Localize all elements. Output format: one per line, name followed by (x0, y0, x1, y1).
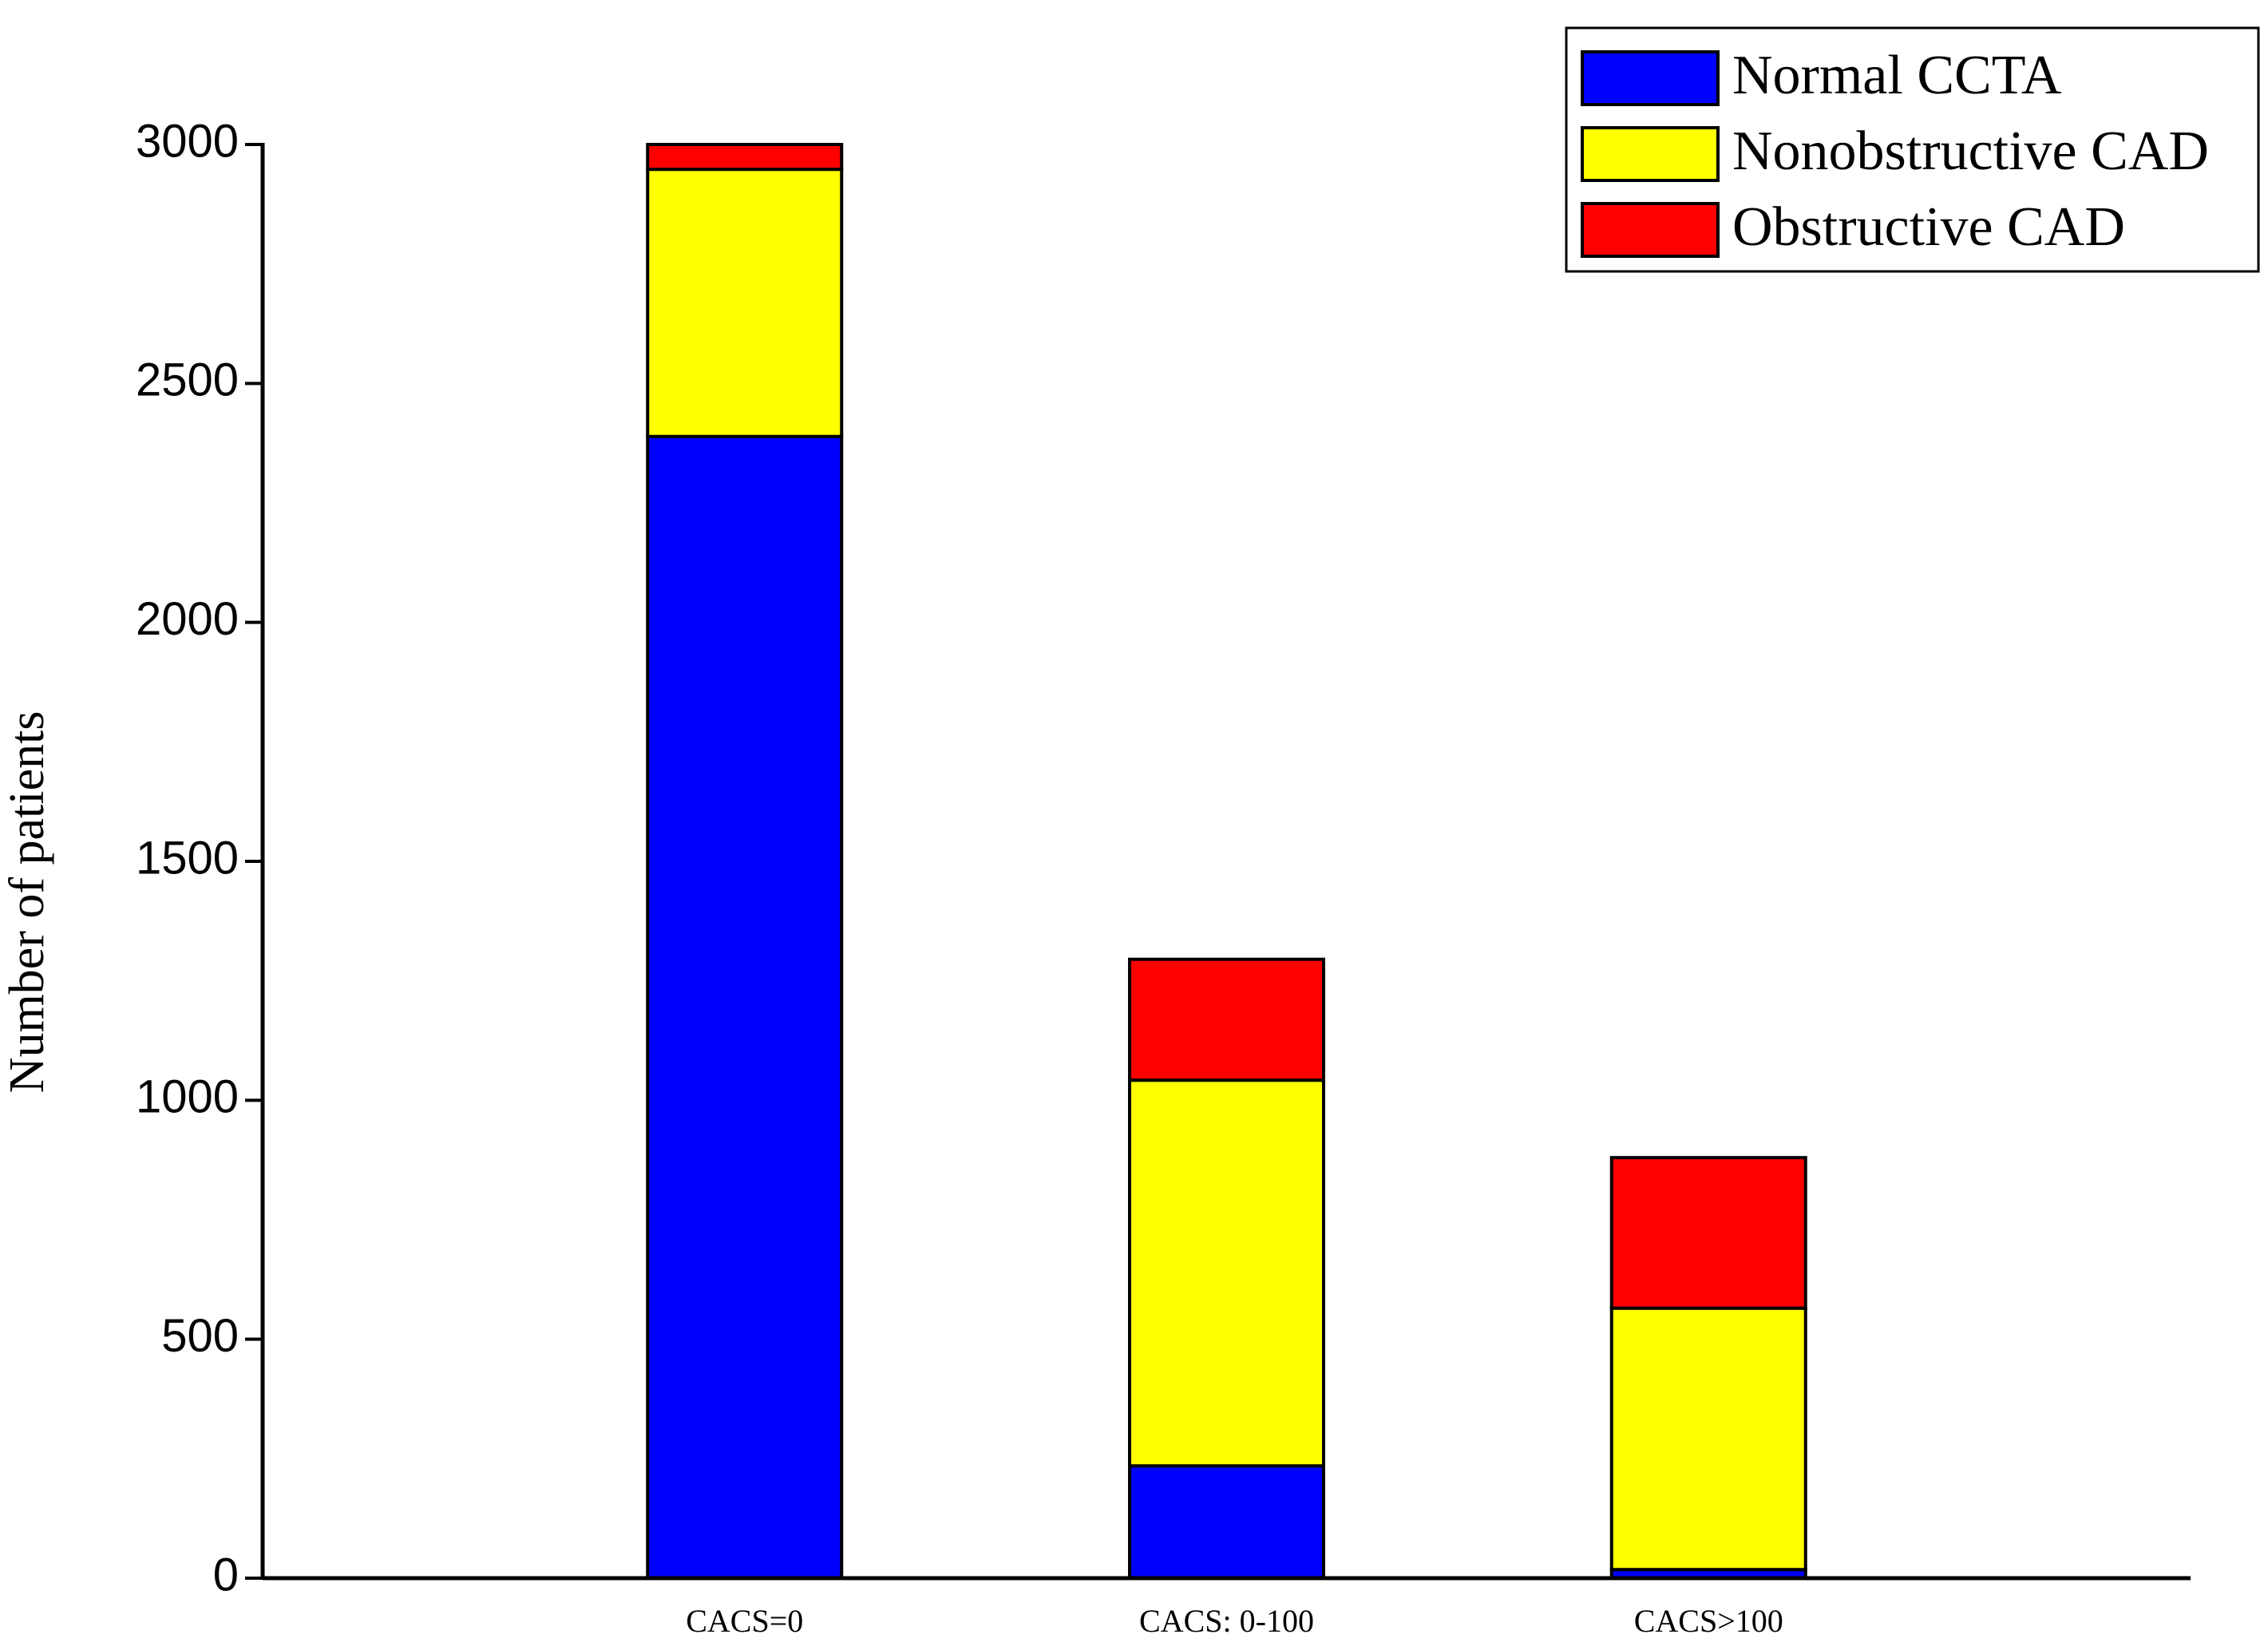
bar-segment (646, 434, 844, 1581)
y-tick-label: 2000 (136, 593, 239, 645)
bar-segment (646, 168, 844, 438)
legend-swatch (1581, 50, 1720, 106)
legend-label: Obstructive CAD (1732, 196, 2125, 258)
x-tick-label: CACS>100 (1634, 1603, 1783, 1639)
legend-swatch (1581, 126, 1720, 182)
legend-label: Nonobstructive CAD (1732, 121, 2209, 182)
bar-segment (646, 143, 844, 172)
bar-segment (1609, 1156, 1807, 1310)
bar-segment (1128, 957, 1325, 1082)
y-tick-label: 500 (161, 1310, 239, 1362)
x-tick-label: CACS: 0-100 (1139, 1603, 1314, 1639)
bar-segment (1609, 1306, 1807, 1572)
y-axis-label: Number of patients (0, 711, 54, 1094)
bar-segment (1128, 1078, 1325, 1468)
bar-segment (1128, 1464, 1325, 1581)
legend-label: Normal CCTA (1732, 45, 2062, 106)
x-tick-label: CACS=0 (686, 1603, 803, 1639)
y-tick-label: 1500 (136, 832, 239, 884)
y-tick-label: 0 (213, 1549, 239, 1601)
y-tick-label: 1000 (136, 1071, 239, 1123)
y-tick-label: 3000 (136, 115, 239, 167)
legend-swatch (1581, 202, 1720, 258)
y-tick-label: 2500 (136, 354, 239, 406)
